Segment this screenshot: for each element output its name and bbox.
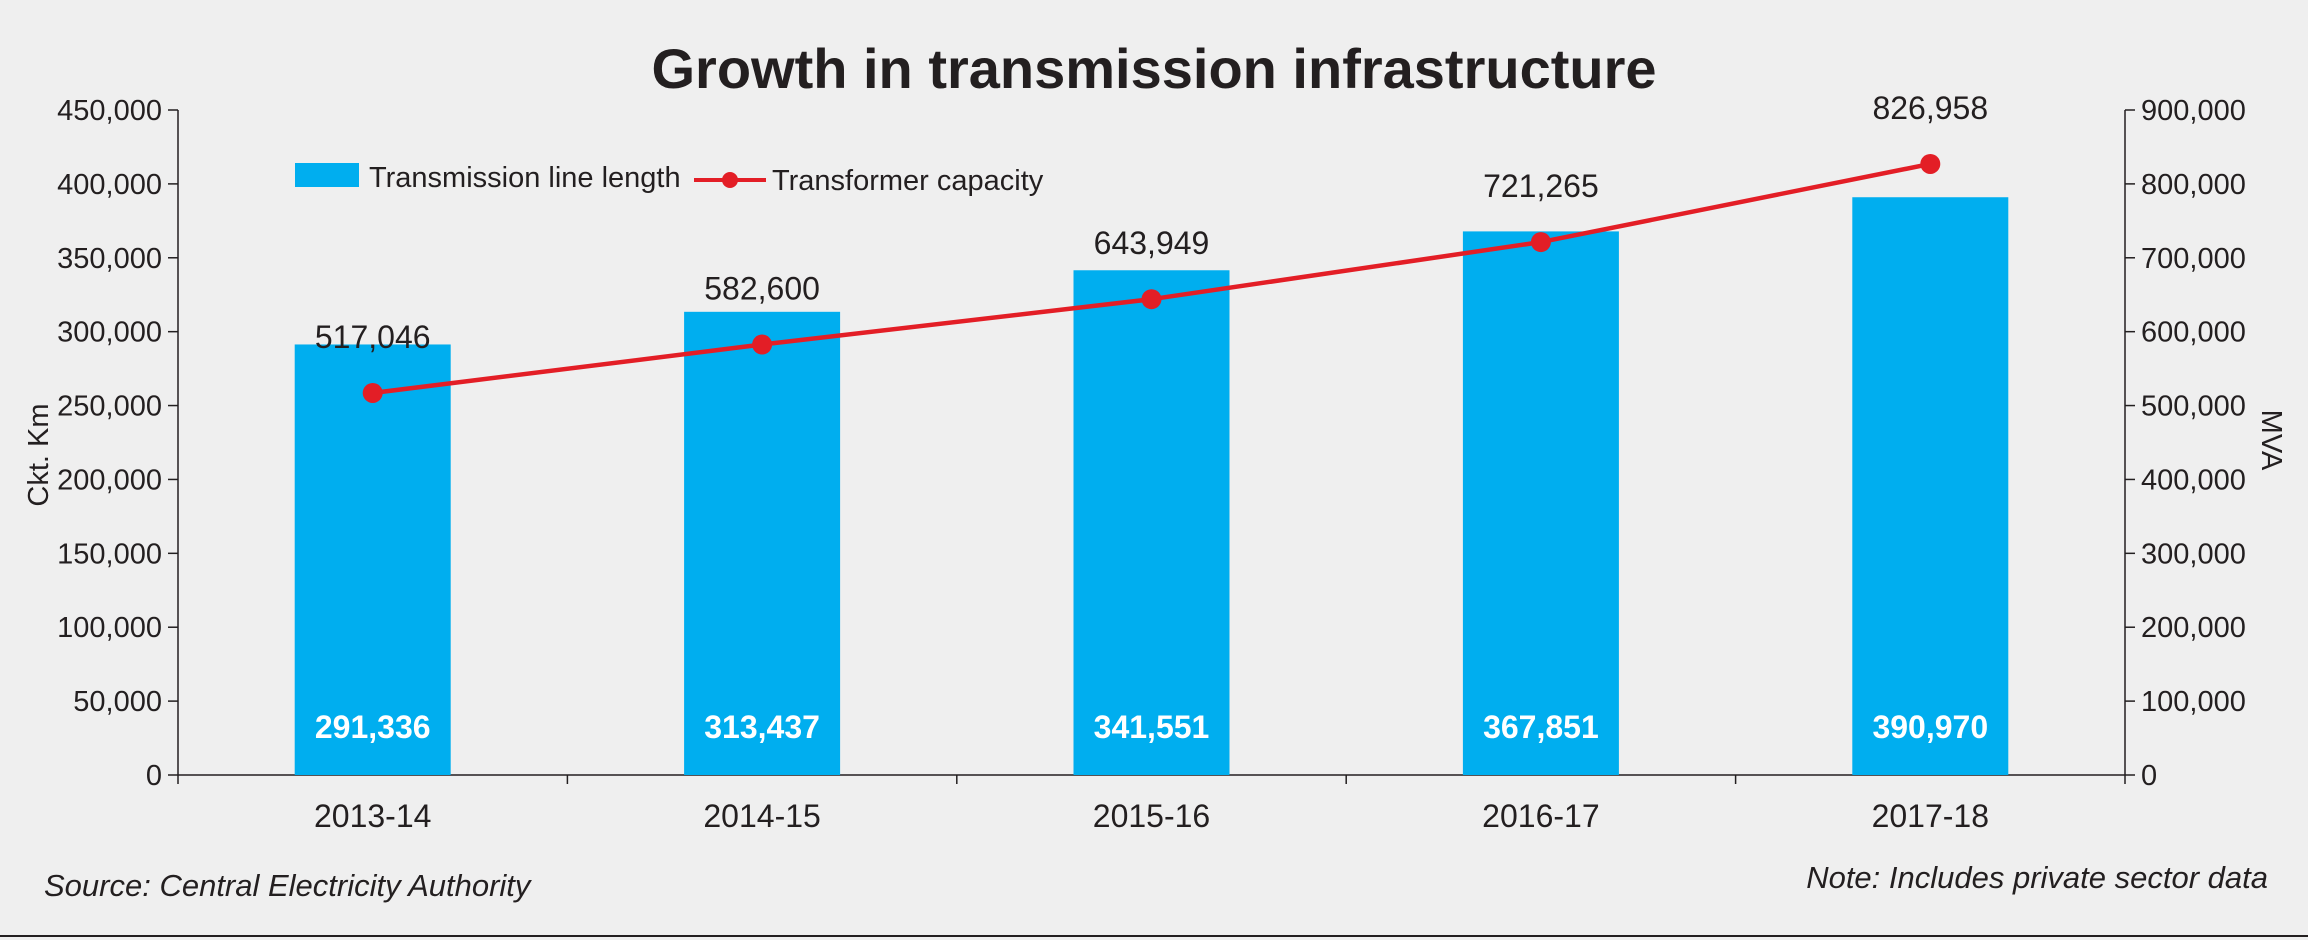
- left-tick-label: 50,000: [73, 686, 162, 718]
- right-axis-title: MVA: [2255, 410, 2287, 471]
- line-point: [1141, 289, 1162, 310]
- left-tick-label: 0: [146, 760, 162, 792]
- left-tick-label: 200,000: [57, 464, 162, 496]
- bar-value-label: 341,551: [1094, 709, 1210, 745]
- line-value-label: 643,949: [1094, 225, 1210, 261]
- line-value-label: 721,265: [1483, 168, 1599, 204]
- legend-marker-line: [722, 172, 738, 188]
- line-point: [362, 382, 383, 403]
- left-tick-label: 350,000: [57, 243, 162, 275]
- right-tick-label: 0: [2141, 760, 2157, 792]
- legend-label-bars: Transmission line length: [369, 162, 681, 194]
- line-value-label: 582,600: [704, 271, 820, 307]
- line-point: [752, 334, 773, 355]
- right-tick-label: 100,000: [2141, 686, 2246, 718]
- line-series: 517,046 582,600 643,949 721,265 826,958: [315, 90, 1988, 403]
- right-tick-label: 400,000: [2141, 464, 2246, 496]
- left-y-axis: 0 50,000 100,000 150,000 200,000 250,000 300,0…: [57, 95, 179, 792]
- left-axis-title: Ckt. Km: [23, 403, 55, 506]
- line-value-label: 517,046: [315, 319, 431, 355]
- footnote: Note: Includes private sector data: [1806, 860, 2268, 895]
- right-tick-label: 600,000: [2141, 317, 2246, 349]
- left-tick-label: 100,000: [57, 612, 162, 644]
- right-tick-label: 500,000: [2141, 391, 2246, 423]
- right-tick-label: 700,000: [2141, 243, 2246, 275]
- line-point: [1530, 232, 1551, 253]
- bar-value-label: 390,970: [1872, 709, 1988, 745]
- bar: [1852, 197, 2009, 775]
- right-tick-label: 300,000: [2141, 538, 2246, 570]
- line-point: [1920, 153, 1941, 174]
- x-tick-label: 2015-16: [1093, 798, 1210, 834]
- right-tick-label: 800,000: [2141, 169, 2246, 201]
- bar: [1073, 270, 1230, 775]
- bar-series: 291,336 313,437 341,551 367,851 390,970: [294, 197, 2009, 776]
- x-tick-label: 2017-18: [1872, 798, 1989, 834]
- right-tick-label: 200,000: [2141, 612, 2246, 644]
- left-tick-label: 400,000: [57, 169, 162, 201]
- bar: [294, 344, 451, 775]
- right-tick-label: 900,000: [2141, 95, 2246, 127]
- left-tick-label: 450,000: [57, 95, 162, 127]
- x-axis: 2013-14 2014-15 2015-16 2016-17 2017-18: [177, 774, 2126, 834]
- bar: [1462, 231, 1619, 776]
- source-note: Source: Central Electricity Authority: [44, 868, 533, 903]
- bar: [684, 311, 841, 775]
- left-tick-label: 250,000: [57, 391, 162, 423]
- legend-swatch-bars: [295, 163, 359, 187]
- bar-value-label: 313,437: [704, 709, 820, 745]
- x-tick-label: 2013-14: [314, 798, 431, 834]
- bar-value-label: 367,851: [1483, 709, 1599, 745]
- left-tick-label: 150,000: [57, 538, 162, 570]
- right-y-axis: 0 100,000 200,000 300,000 400,000 500,000 600,…: [2124, 95, 2246, 792]
- left-tick-label: 300,000: [57, 317, 162, 349]
- legend: Transmission line length Transformer cap…: [295, 162, 1044, 197]
- x-tick-label: 2016-17: [1482, 798, 1599, 834]
- line-value-label: 826,958: [1872, 90, 1988, 126]
- bar-value-label: 291,336: [315, 709, 431, 745]
- legend-label-line: Transformer capacity: [772, 165, 1044, 197]
- chart-title: Growth in transmission infrastructure: [651, 37, 1656, 100]
- x-tick-label: 2014-15: [703, 798, 820, 834]
